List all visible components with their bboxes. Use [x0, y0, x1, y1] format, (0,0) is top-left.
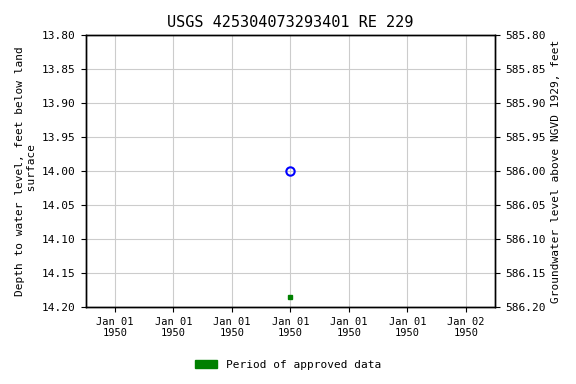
- Legend: Period of approved data: Period of approved data: [191, 356, 385, 375]
- Title: USGS 425304073293401 RE 229: USGS 425304073293401 RE 229: [167, 15, 414, 30]
- Y-axis label: Groundwater level above NGVD 1929, feet: Groundwater level above NGVD 1929, feet: [551, 40, 561, 303]
- Y-axis label: Depth to water level, feet below land
 surface: Depth to water level, feet below land su…: [15, 46, 37, 296]
